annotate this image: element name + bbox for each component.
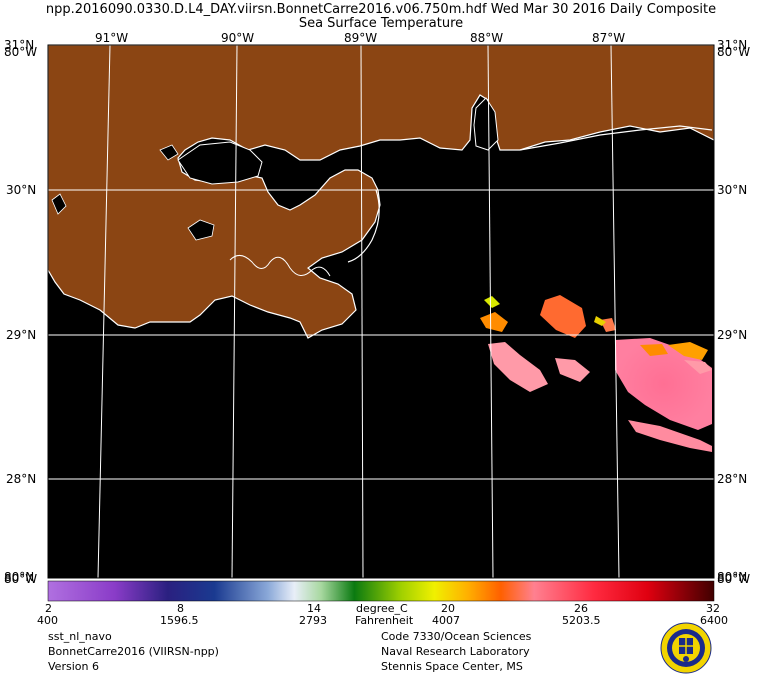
- cbar-f-tick-3: 4007: [432, 614, 460, 627]
- river-delta: [229, 255, 331, 277]
- image-subtitle: Sea Surface Temperature: [298, 16, 464, 31]
- cbar-c-tick-3: 20: [441, 602, 455, 615]
- sst-data-patches: [480, 295, 712, 452]
- cbar-f-tick-2: 2793: [299, 614, 327, 627]
- cbar-c-tick-5: 32: [706, 602, 720, 615]
- corner-bottom-right-lon: 80°W: [717, 572, 751, 586]
- inland-lake: [187, 219, 215, 241]
- cbar-f-tick-1: 1596.5: [160, 614, 199, 627]
- lat-label-30n-right: 30°N: [717, 183, 748, 197]
- cbar-unit-celsius: degree_C: [356, 602, 408, 615]
- corner-top-left-lat: 31°N: [4, 38, 35, 52]
- corner-bottom-left-lat: 80°N: [4, 570, 35, 584]
- cbar-unit-fahrenheit: Fahrenheit: [355, 614, 414, 627]
- lake-pontchartrain: [177, 141, 263, 185]
- inland-lake-small: [51, 193, 67, 215]
- lat-label-29n-left: 29°N: [6, 328, 37, 342]
- cbar-c-tick-1: 8: [177, 602, 184, 615]
- footer-version: Version 6: [48, 660, 99, 673]
- map-frame: [47, 44, 715, 579]
- barrier-islands: [519, 125, 713, 151]
- footer-location: Stennis Space Center, MS: [381, 660, 523, 673]
- lon-label-88w: 88°W: [470, 31, 504, 45]
- cbar-c-tick-2: 14: [307, 602, 321, 615]
- lon-label-91w: 91°W: [95, 31, 129, 45]
- lat-label-29n-right: 29°N: [717, 328, 748, 342]
- cbar-f-tick-4: 5203.5: [562, 614, 601, 627]
- footer-code: Code 7330/Ocean Sciences: [381, 630, 532, 643]
- lon-label-89w: 89°W: [344, 31, 378, 45]
- cbar-c-tick-4: 26: [574, 602, 588, 615]
- image-title: npp.2016090.0330.D.L4_DAY.viirsn.BonnetC…: [45, 2, 717, 17]
- footer-region: BonnetCarre2016 (VIIRSN-npp): [48, 645, 219, 658]
- corner-bottom-right-lat: 80°N: [717, 570, 748, 584]
- corner-bottom-left-lon: 80°W: [4, 572, 38, 586]
- cbar-f-tick-0: 400: [37, 614, 58, 627]
- cbar-f-tick-5: 6400: [700, 614, 728, 627]
- lake-maurepas: [159, 144, 179, 161]
- chandeleur-islands: [347, 189, 380, 263]
- corner-top-right-lat: 31°N: [717, 38, 748, 52]
- nrl-seal-icon: [660, 622, 712, 674]
- mobile-bay: [473, 97, 499, 151]
- graticule: [48, 44, 714, 579]
- footer-product: sst_nl_navo: [48, 630, 112, 643]
- corner-top-right-lon: 80°W: [717, 45, 751, 59]
- lon-label-87w: 87°W: [592, 31, 626, 45]
- cbar-c-tick-0: 2: [45, 602, 52, 615]
- lon-label-90w: 90°W: [221, 31, 255, 45]
- corner-top-left-lon: 80°W: [4, 45, 38, 59]
- lat-label-28n-left: 28°N: [6, 472, 37, 486]
- footer-lab: Naval Research Laboratory: [381, 645, 530, 658]
- lat-label-30n-left: 30°N: [6, 183, 37, 197]
- lat-label-28n-right: 28°N: [717, 472, 748, 486]
- colorbar: [47, 580, 715, 602]
